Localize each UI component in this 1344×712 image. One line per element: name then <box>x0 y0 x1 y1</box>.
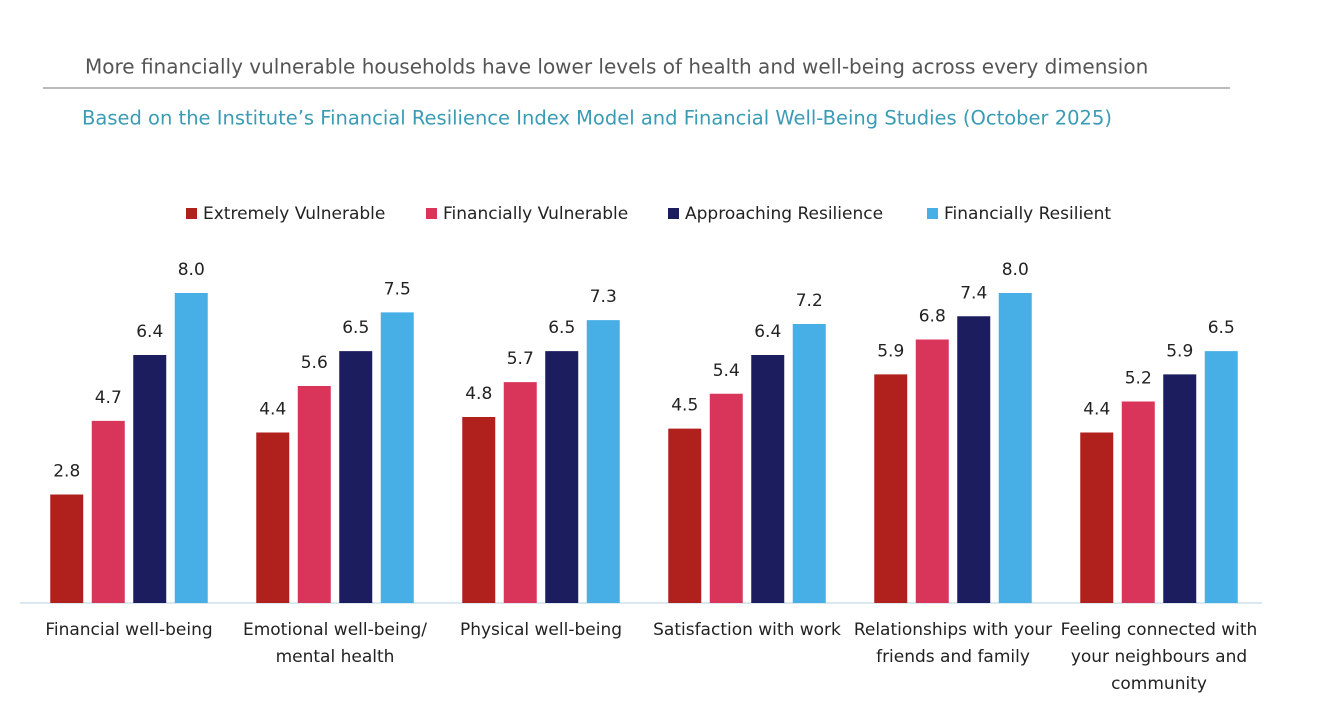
value-label: 7.2 <box>796 291 823 311</box>
value-label: 4.4 <box>259 400 286 420</box>
bar <box>915 339 949 603</box>
bar <box>339 351 373 603</box>
chart-title: More financially vulnerable households h… <box>85 55 1148 79</box>
x-tick-label: Relationships with your <box>854 620 1052 640</box>
bar <box>380 312 414 603</box>
value-label: 5.9 <box>877 341 904 361</box>
bar <box>545 351 579 603</box>
x-tick-label: Physical well-being <box>460 620 622 640</box>
value-label: 5.7 <box>507 349 534 369</box>
bar <box>668 428 702 603</box>
legend-swatch <box>927 208 938 219</box>
legend-swatch <box>186 208 197 219</box>
legend-label: Extremely Vulnerable <box>203 204 385 224</box>
value-label: 4.8 <box>465 384 492 404</box>
bar <box>1204 351 1238 603</box>
value-label: 4.5 <box>671 396 698 416</box>
bar <box>1121 401 1155 603</box>
bar <box>998 293 1032 603</box>
x-tick-label: Satisfaction with work <box>653 620 841 640</box>
value-label: 5.2 <box>1125 369 1152 389</box>
bar <box>1080 432 1114 603</box>
bar <box>1163 374 1197 603</box>
value-label: 4.4 <box>1083 400 1110 420</box>
x-tick-label: friends and family <box>876 647 1030 667</box>
value-label: 5.9 <box>1166 341 1193 361</box>
value-label: 6.4 <box>754 322 781 342</box>
x-tick-label: mental health <box>276 647 395 667</box>
x-tick-label: Financial well-being <box>45 620 212 640</box>
legend-swatch <box>668 208 679 219</box>
value-label: 7.4 <box>960 283 987 303</box>
bar <box>256 432 290 603</box>
bar <box>297 386 331 603</box>
value-label: 6.4 <box>136 322 163 342</box>
value-label: 4.7 <box>95 388 122 408</box>
value-label: 5.6 <box>301 353 328 373</box>
bar <box>792 324 826 603</box>
legend-label: Financially Resilient <box>944 204 1111 224</box>
value-label: 6.5 <box>342 318 369 338</box>
bar <box>50 494 84 603</box>
value-label: 7.3 <box>590 287 617 307</box>
bar <box>133 355 167 603</box>
bar <box>462 417 496 603</box>
bar <box>751 355 785 603</box>
value-label: 2.8 <box>53 462 80 482</box>
x-tick-label: Feeling connected with <box>1061 620 1258 640</box>
bar <box>91 420 125 603</box>
value-label: 8.0 <box>1002 260 1029 280</box>
x-tick-label: Emotional well-being/ <box>243 620 427 640</box>
value-label: 5.4 <box>713 361 740 381</box>
value-label: 8.0 <box>178 260 205 280</box>
legend-label: Approaching Resilience <box>685 204 883 224</box>
bar <box>957 316 991 603</box>
bar <box>586 320 620 603</box>
value-label: 6.5 <box>1208 318 1235 338</box>
value-label: 6.5 <box>548 318 575 338</box>
legend-label: Financially Vulnerable <box>443 204 628 224</box>
x-tick-label: your neighbours and <box>1071 647 1247 667</box>
x-tick-label: community <box>1111 674 1207 694</box>
bar <box>503 382 537 603</box>
bar <box>874 374 908 603</box>
chart-subtitle: Based on the Institute’s Financial Resil… <box>82 107 1112 130</box>
bar <box>174 293 208 603</box>
bar <box>709 393 743 603</box>
value-label: 7.5 <box>384 279 411 299</box>
legend-swatch <box>426 208 437 219</box>
value-label: 6.8 <box>919 307 946 327</box>
